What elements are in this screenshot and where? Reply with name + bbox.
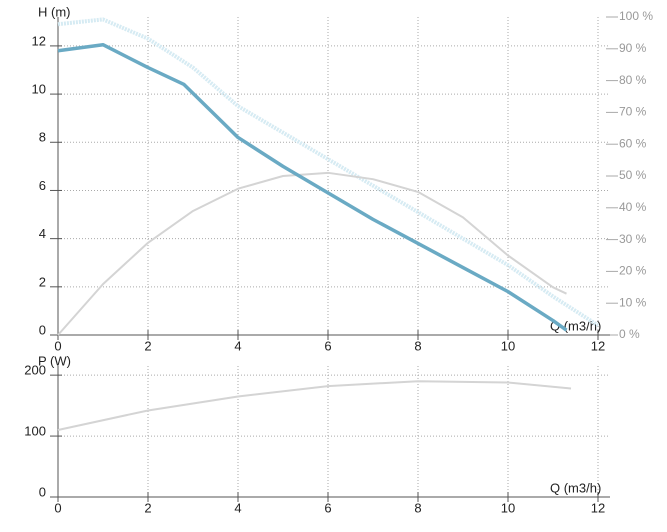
x-tick-label: 10 bbox=[501, 500, 515, 515]
y2-tick-label: 50 % bbox=[619, 168, 647, 182]
y-tick-label: 200 bbox=[24, 363, 46, 378]
x-tick-label: 8 bbox=[414, 500, 421, 515]
y2-tick-label: 40 % bbox=[619, 200, 647, 214]
series-line bbox=[57, 42, 568, 332]
y-tick-label: 10 bbox=[32, 82, 46, 97]
y2-tick-label: 30 % bbox=[619, 232, 647, 246]
y2-tick-label: 60 % bbox=[619, 136, 647, 150]
x-tick-label: 6 bbox=[324, 338, 331, 353]
x-tick-label: 8 bbox=[414, 338, 421, 353]
y2-tick-label: 70 % bbox=[619, 105, 647, 119]
x-tick-label: 12 bbox=[591, 500, 605, 515]
y-axis-label: P (W) bbox=[38, 353, 71, 368]
y-tick-label: 4 bbox=[39, 226, 46, 241]
series-line bbox=[57, 17, 600, 328]
y-tick-label: 0 bbox=[39, 322, 46, 337]
series-line bbox=[57, 380, 572, 431]
y-tick-label: 12 bbox=[32, 33, 46, 48]
y-tick-label: 6 bbox=[39, 178, 46, 193]
y-tick-label: 100 bbox=[24, 424, 46, 439]
y-tick-label: 2 bbox=[39, 274, 46, 289]
y2-tick-label: 0 % bbox=[619, 327, 640, 341]
x-tick-label: 10 bbox=[501, 338, 515, 353]
x-tick-label: 6 bbox=[324, 500, 331, 515]
y2-tick-label: 80 % bbox=[619, 73, 647, 87]
y2-tick-label: 90 % bbox=[619, 41, 647, 55]
x-tick-label: 4 bbox=[234, 500, 241, 515]
x-tick-label: 4 bbox=[234, 338, 241, 353]
x-tick-label: 2 bbox=[144, 500, 151, 515]
y-tick-label: 0 bbox=[39, 484, 46, 499]
x-axis-label: Q (m3/h) bbox=[550, 480, 601, 495]
x-tick-label: 12 bbox=[591, 338, 605, 353]
y2-tick-label: 10 % bbox=[619, 295, 647, 309]
y-tick-label: 8 bbox=[39, 130, 46, 145]
x-tick-label: 0 bbox=[54, 338, 61, 353]
x-tick-label: 0 bbox=[54, 500, 61, 515]
series-line bbox=[57, 171, 567, 336]
y2-tick-label: 20 % bbox=[619, 264, 647, 278]
y2-tick-label: 100 % bbox=[619, 9, 653, 23]
y-axis-label: H (m) bbox=[38, 4, 71, 19]
x-tick-label: 2 bbox=[144, 338, 151, 353]
